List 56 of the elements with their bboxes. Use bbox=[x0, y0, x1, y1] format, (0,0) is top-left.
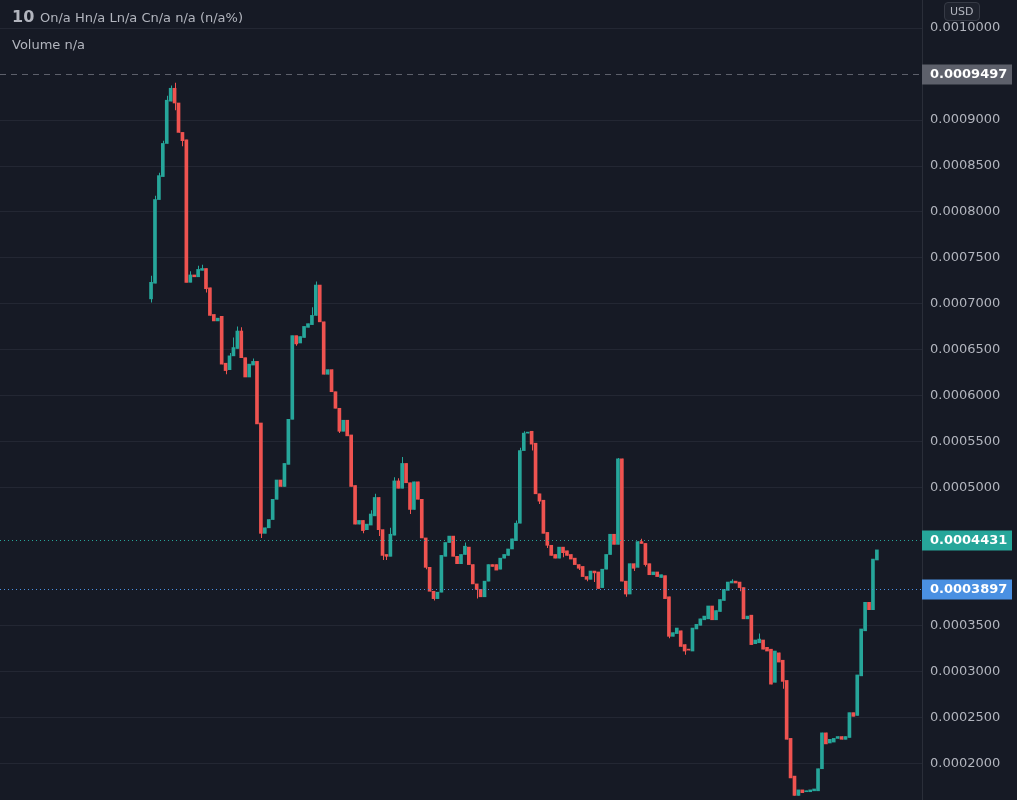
candlestick bbox=[769, 648, 773, 685]
candlestick bbox=[651, 571, 656, 576]
y-tick-label: 0.0005500 bbox=[930, 432, 1001, 448]
ref-line-label: 0.0003897 bbox=[930, 580, 1008, 596]
candlestick bbox=[357, 520, 361, 525]
candlestick bbox=[690, 627, 695, 652]
candlestick bbox=[412, 481, 416, 510]
candlestick bbox=[710, 605, 714, 621]
candlestick bbox=[278, 479, 283, 487]
y-tick-label: 0.0006000 bbox=[930, 386, 1001, 402]
candlestick bbox=[627, 563, 632, 595]
candlestick bbox=[482, 580, 487, 598]
candlestick bbox=[596, 571, 601, 589]
candlestick bbox=[698, 618, 703, 626]
candlestick bbox=[745, 615, 750, 620]
candlestick bbox=[321, 321, 326, 375]
candlestick bbox=[761, 639, 765, 650]
candlestick bbox=[612, 533, 616, 545]
candlestick bbox=[831, 738, 836, 743]
candlestick bbox=[247, 363, 251, 378]
candlestick bbox=[773, 650, 777, 683]
candlestick bbox=[804, 790, 809, 793]
y-tick-label: 0.0006500 bbox=[930, 340, 1001, 356]
candlestick bbox=[572, 557, 577, 565]
y-tick-label: 0.0003500 bbox=[930, 616, 1001, 632]
y-tick-label: 0.0009000 bbox=[930, 110, 1001, 126]
text: USD bbox=[950, 5, 974, 18]
y-tick-label: 0.0003000 bbox=[930, 662, 1001, 678]
candlestick bbox=[506, 548, 510, 556]
candlestick bbox=[753, 639, 758, 645]
candlestick bbox=[678, 630, 683, 647]
candlestick bbox=[867, 601, 871, 610]
annotation: On/a Hn/a Ln/a Cn/a n/a (n/a%) bbox=[40, 10, 243, 25]
y-tick-label: 0.0005000 bbox=[930, 478, 1001, 494]
candlestick bbox=[655, 571, 659, 577]
ref-line-label: 0.0009497 bbox=[930, 65, 1008, 81]
y-tick-label: 0.0008500 bbox=[930, 156, 1001, 172]
annotation: Volume n/a bbox=[12, 37, 86, 52]
candlestick bbox=[827, 738, 832, 744]
y-tick-label: 0.0002500 bbox=[930, 708, 1001, 724]
ref-line-label: 0.0004431 bbox=[930, 531, 1008, 547]
candlestick bbox=[674, 627, 679, 634]
y-tick-label: 0.0002000 bbox=[930, 754, 1001, 770]
candlestick bbox=[800, 789, 805, 793]
candlestick bbox=[749, 614, 754, 645]
y-tick-label: 0.0007000 bbox=[930, 294, 1001, 310]
y-tick-label: 0.0010000 bbox=[930, 18, 1001, 34]
candlestick bbox=[341, 419, 346, 432]
candlestick bbox=[215, 317, 220, 322]
y-tick-label: 0.0007500 bbox=[930, 248, 1001, 264]
annotation: 10 bbox=[12, 7, 35, 26]
y-tick-label: 0.0008000 bbox=[930, 202, 1001, 218]
candlestick bbox=[557, 546, 561, 559]
candlestick bbox=[706, 605, 710, 620]
candlestick bbox=[317, 284, 322, 323]
candlestick bbox=[824, 732, 828, 745]
